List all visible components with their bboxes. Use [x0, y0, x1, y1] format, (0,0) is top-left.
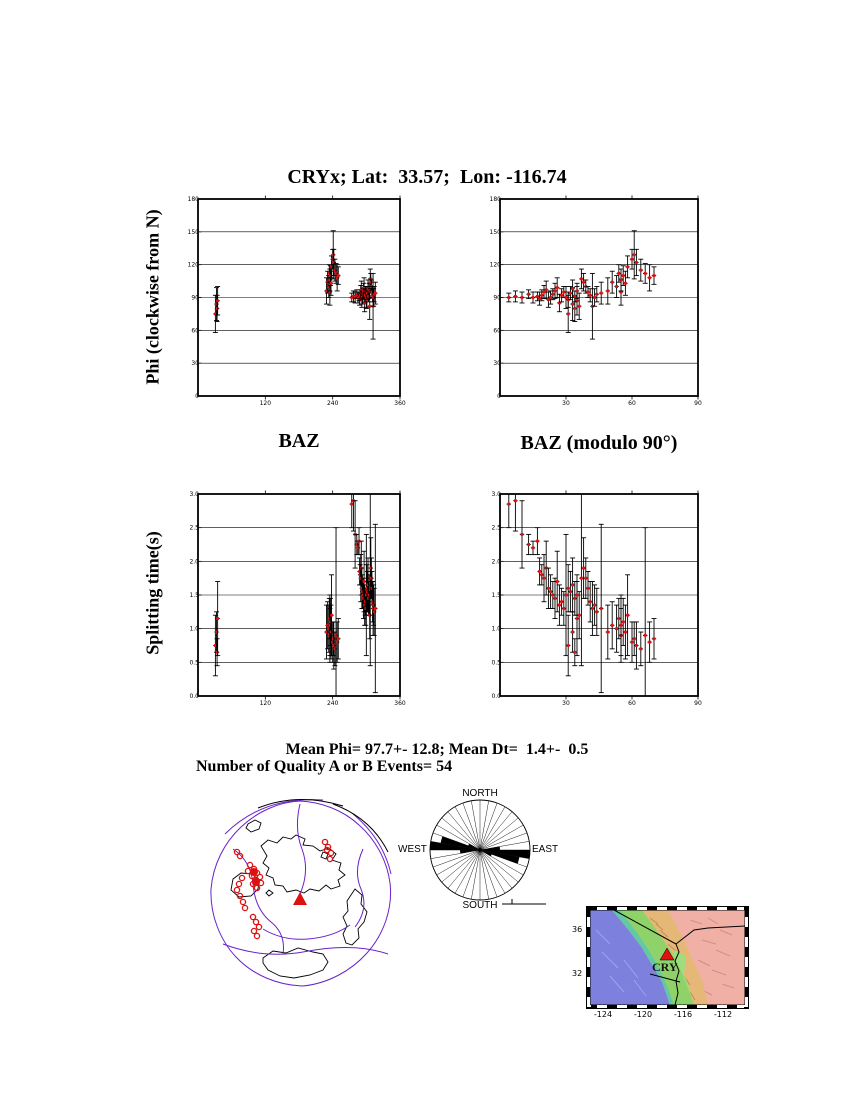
baz-caption: BAZ [278, 430, 320, 452]
svg-text:3.0: 3.0 [189, 491, 199, 498]
world-map [210, 799, 392, 987]
svg-text:360: 360 [394, 700, 406, 707]
svg-text:1.5: 1.5 [189, 592, 199, 599]
topo-map: CRY [590, 910, 745, 1005]
rose-east-label: EAST [532, 844, 559, 855]
data-points [212, 494, 378, 696]
svg-text:1.0: 1.0 [189, 626, 199, 633]
projection-rim [210, 799, 392, 987]
svg-text:3.0: 3.0 [491, 491, 501, 498]
svg-text:120: 120 [260, 400, 272, 407]
frame-checker-left [587, 907, 591, 1008]
svg-text:60: 60 [628, 400, 636, 407]
frame-checker-right [744, 907, 748, 1008]
lon-tick--124: -124 [593, 1010, 613, 1019]
svg-text:150: 150 [188, 229, 200, 236]
svg-text:0.5: 0.5 [189, 659, 199, 666]
frame-checker-top [587, 907, 748, 911]
lon-tick--120: -120 [633, 1010, 653, 1019]
svg-text:180: 180 [490, 196, 502, 203]
svg-text:0.5: 0.5 [491, 659, 501, 666]
state-borders [613, 910, 745, 1005]
highland-ridges [689, 917, 735, 996]
rose-circle [429, 799, 531, 901]
tick-labels: 0.0 0.5 1.0 1.5 2.0 2.5 3.0 30 60 90 [491, 490, 702, 707]
lat-tick-36: 36 [572, 925, 583, 934]
data-points [506, 494, 657, 696]
rose-plot [429, 799, 546, 905]
svg-text:30: 30 [562, 700, 570, 707]
station-triangle [659, 947, 675, 961]
mean-values-text: Mean Phi= 97.7+- 12.8; Mean Dt= 1.4+- 0.… [285, 741, 589, 758]
plot-border [499, 493, 699, 697]
svg-text:30: 30 [191, 360, 199, 367]
data-points [506, 230, 657, 340]
gridlines [198, 231, 400, 364]
dt-vs-baz-plot: 0.0 0.5 1.0 1.5 2.0 2.5 3.0 120 240 360 [189, 490, 406, 707]
svg-text:120: 120 [188, 262, 200, 269]
dt-axis-label: Splitting time(s) [142, 531, 163, 655]
svg-text:0.0: 0.0 [189, 693, 199, 700]
plot-border [197, 198, 401, 397]
svg-text:60: 60 [191, 327, 199, 334]
lon-tick--116: -116 [673, 1010, 693, 1019]
rose-north-label: NORTH [462, 788, 498, 799]
svg-text:90: 90 [694, 700, 702, 707]
svg-text:360: 360 [394, 400, 406, 407]
svg-text:150: 150 [490, 229, 502, 236]
coastal-strip-teal [612, 910, 674, 1005]
gridlines [500, 527, 698, 663]
svg-text:2.5: 2.5 [491, 525, 501, 532]
rose-scale-bar [502, 899, 546, 905]
phi-axis-label: Phi (clockwise from N) [142, 209, 163, 385]
rose-diagram: NORTH SOUTH WEST EAST [398, 788, 562, 914]
svg-text:90: 90 [493, 295, 501, 302]
svg-text:1.0: 1.0 [491, 626, 501, 633]
svg-text:30: 30 [493, 360, 501, 367]
pacific-ocean [590, 910, 670, 1005]
rose-west-label: WEST [398, 844, 427, 855]
svg-text:0.0: 0.0 [491, 693, 501, 700]
baz-mod-caption: BAZ (modulo 90°) [520, 432, 678, 454]
svg-text:120: 120 [260, 700, 272, 707]
frame-checker-bottom [587, 1004, 748, 1008]
dt-vs-bazmod-plot: 0.0 0.5 1.0 1.5 2.0 2.5 3.0 30 60 90 [491, 490, 702, 707]
svg-text:2.0: 2.0 [189, 558, 199, 565]
plate-boundaries [222, 803, 389, 955]
svg-text:90: 90 [191, 295, 199, 302]
event-count-text: Number of Quality A or B Events= 54 [196, 758, 453, 775]
gridlines [500, 231, 698, 364]
svg-text:2.5: 2.5 [189, 525, 199, 532]
ocean-texture [595, 929, 647, 997]
station-marker [293, 892, 307, 905]
rose-petals [430, 836, 530, 864]
svg-text:60: 60 [628, 700, 636, 707]
station-label: CRY [652, 960, 678, 974]
plot-border [197, 493, 401, 697]
svg-text:2.0: 2.0 [491, 558, 501, 565]
page-title: CRYx; Lat: 33.57; Lon: -116.74 [287, 166, 567, 188]
svg-text:180: 180 [188, 196, 200, 203]
svg-text:30: 30 [562, 400, 570, 407]
event-markers [233, 838, 335, 940]
rose-south-label: SOUTH [462, 900, 498, 911]
plot-border [499, 198, 699, 397]
svg-text:60: 60 [493, 327, 501, 334]
svg-text:90: 90 [694, 400, 702, 407]
coastlines [230, 819, 368, 979]
lon-tick--112: -112 [713, 1010, 733, 1019]
lat-tick-32: 32 [572, 969, 583, 978]
svg-text:240: 240 [327, 700, 339, 707]
topo-map-frame: CRY -124 -120 -116 -112 36 32 [572, 906, 749, 1019]
svg-text:120: 120 [490, 262, 502, 269]
svg-text:1.5: 1.5 [491, 592, 501, 599]
data-points [212, 230, 378, 340]
svg-text:240: 240 [327, 400, 339, 407]
